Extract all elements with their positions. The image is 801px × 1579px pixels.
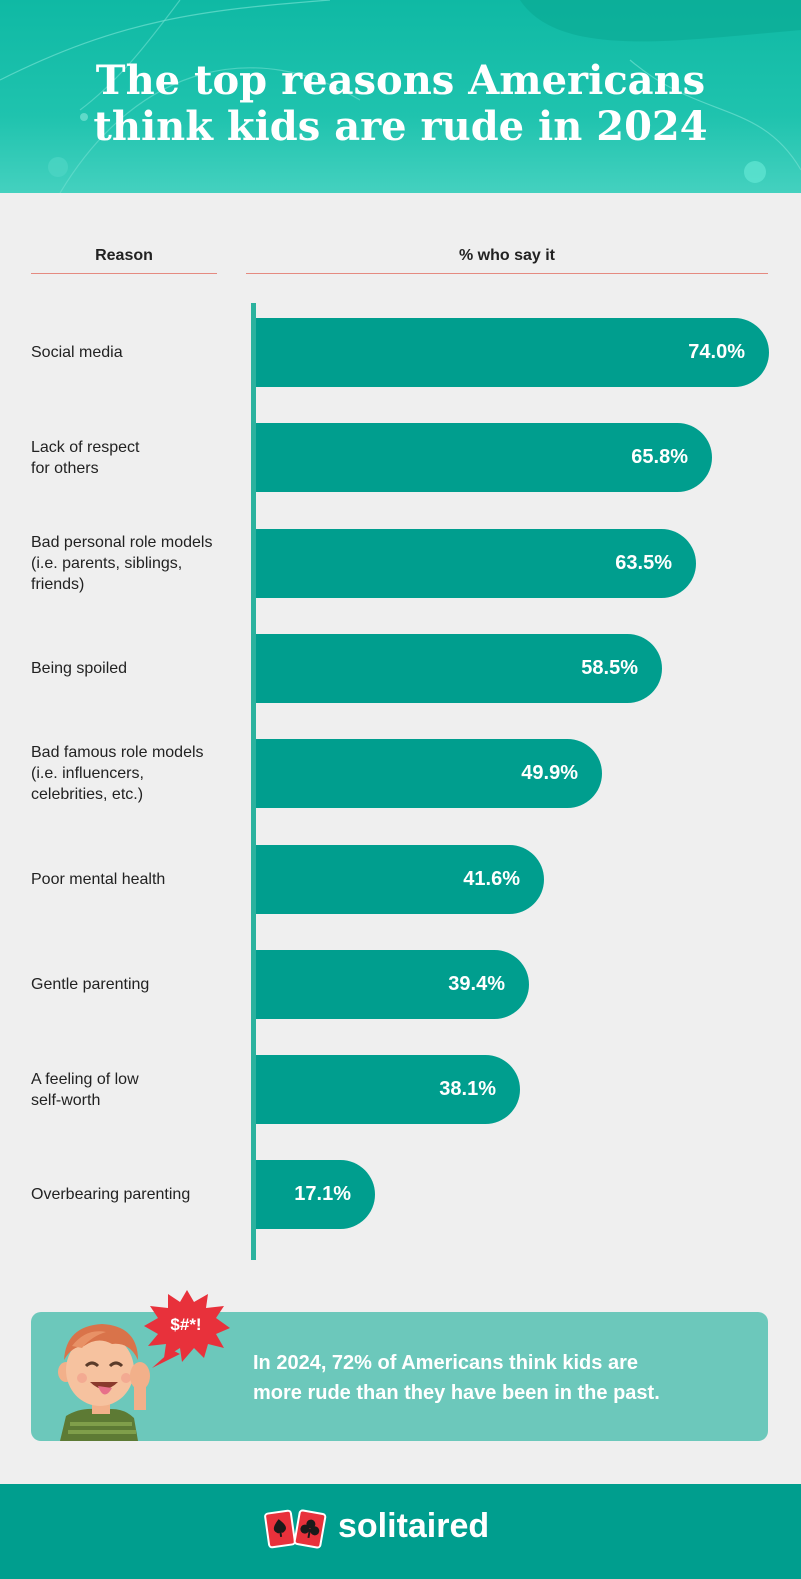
footer-bar bbox=[0, 1484, 801, 1579]
category-label-line: (i.e. influencers, bbox=[31, 765, 144, 782]
category-label-line: (i.e. parents, siblings, bbox=[31, 555, 183, 572]
header-banner: The top reasons Americans think kids are… bbox=[0, 0, 801, 193]
column-header-reason: Reason bbox=[31, 247, 217, 274]
category-label: Bad famous role models (i.e. influencers,… bbox=[31, 742, 246, 805]
bar-value-label: 39.4% bbox=[448, 973, 505, 995]
category-label-line: Bad personal role models bbox=[31, 534, 213, 551]
title-line-2: think kids are rude in 2024 bbox=[93, 103, 708, 150]
bar: 39.4% bbox=[256, 950, 529, 1019]
category-label: A feeling of low self-worth bbox=[31, 1069, 246, 1111]
brand-logo-text: solitaired bbox=[338, 1507, 490, 1545]
bar-value-label: 74.0% bbox=[688, 341, 745, 363]
bar-value-label: 17.1% bbox=[294, 1183, 351, 1205]
category-label: Being spoiled bbox=[31, 658, 246, 679]
header-decoration bbox=[0, 0, 801, 193]
speech-burst-shape bbox=[144, 1290, 230, 1362]
category-label-line: A feeling of low bbox=[31, 1071, 139, 1088]
speech-burst: $#*! bbox=[144, 1290, 230, 1368]
callout-line-2: more rude than they have been in the pas… bbox=[253, 1382, 660, 1404]
category-label-line: Gentle parenting bbox=[31, 976, 150, 993]
speech-burst-text: $#*! bbox=[170, 1315, 201, 1334]
category-label: Bad personal role models (i.e. parents, s… bbox=[31, 532, 246, 595]
bar: 49.9% bbox=[256, 739, 602, 808]
category-label-line: Being spoiled bbox=[31, 660, 128, 677]
bar-value-label: 65.8% bbox=[631, 446, 688, 468]
category-label: Lack of respect for others bbox=[31, 437, 246, 479]
category-label-line: Lack of respect bbox=[31, 439, 140, 456]
title-line-1: The top reasons Americans bbox=[95, 57, 706, 104]
bar: 41.6% bbox=[256, 845, 544, 914]
rude-kid-illustration bbox=[58, 1324, 150, 1441]
category-label-line: Social media bbox=[31, 344, 123, 361]
page-title: The top reasons Americans think kids are… bbox=[0, 58, 801, 150]
bar: 63.5% bbox=[256, 529, 696, 598]
bar: 65.8% bbox=[256, 423, 712, 492]
category-label-line: friends) bbox=[31, 576, 85, 593]
category-label-line: Poor mental health bbox=[31, 871, 166, 888]
category-label: Overbearing parenting bbox=[31, 1184, 246, 1205]
bar: 58.5% bbox=[256, 634, 662, 703]
category-label-line: self-worth bbox=[31, 1092, 101, 1109]
bar-value-label: 63.5% bbox=[615, 552, 672, 574]
bar-value-label: 41.6% bbox=[463, 868, 520, 890]
category-label-line: Bad famous role models bbox=[31, 744, 204, 761]
category-label: Gentle parenting bbox=[31, 974, 246, 995]
card-suits-logo-icon bbox=[264, 1509, 327, 1549]
column-header-percent: % who say it bbox=[246, 247, 768, 274]
category-label-line: Overbearing parenting bbox=[31, 1186, 191, 1203]
bar: 38.1% bbox=[256, 1055, 520, 1124]
bar-value-label: 49.9% bbox=[521, 762, 578, 784]
callout-line-1: In 2024, 72% of Americans think kids are bbox=[253, 1352, 638, 1374]
category-label-line: for others bbox=[31, 460, 99, 477]
bar: 17.1% bbox=[256, 1160, 375, 1229]
chart-axis-line bbox=[251, 303, 256, 1260]
callout-text: In 2024, 72% of Americans think kids are… bbox=[253, 1348, 753, 1408]
bar: 74.0% bbox=[256, 318, 769, 387]
bar-value-label: 58.5% bbox=[581, 657, 638, 679]
callout-box: In 2024, 72% of Americans think kids are… bbox=[31, 1312, 768, 1441]
bar-value-label: 38.1% bbox=[439, 1078, 496, 1100]
category-label: Poor mental health bbox=[31, 869, 246, 890]
category-label: Social media bbox=[31, 342, 246, 363]
category-label-line: celebrities, etc.) bbox=[31, 786, 144, 803]
